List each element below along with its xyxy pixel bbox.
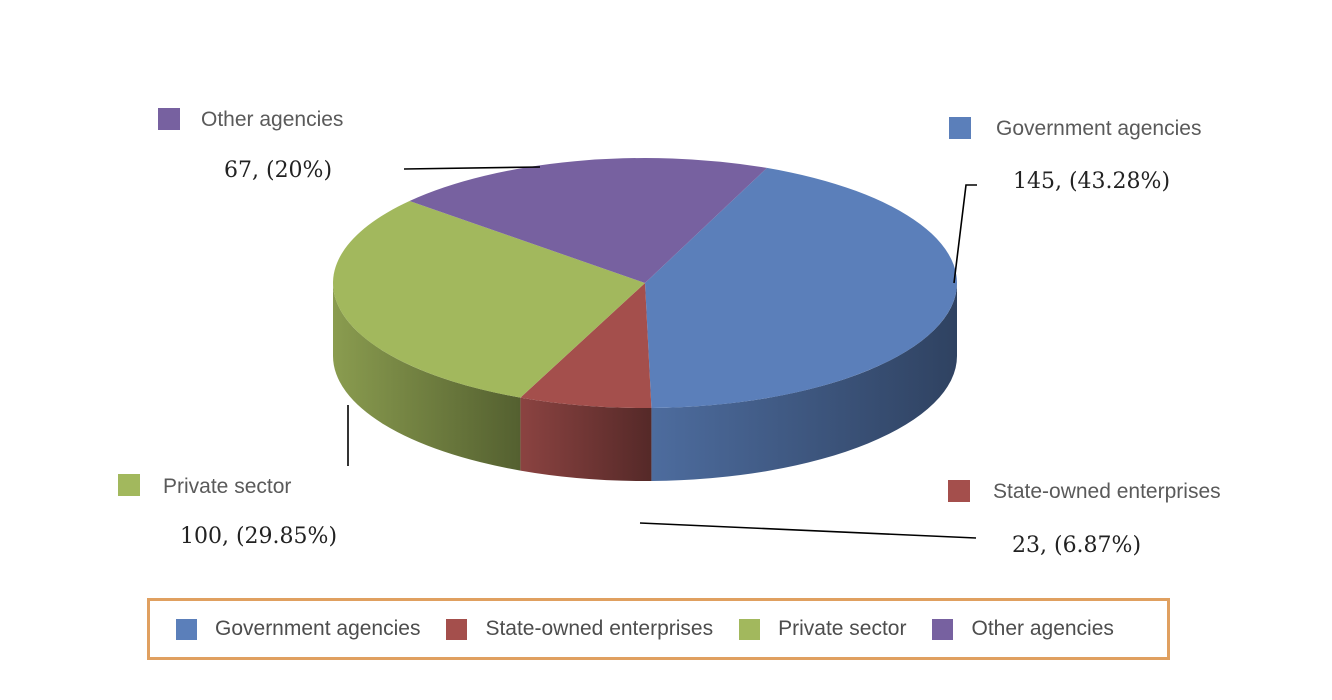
pie-slices — [332, 157, 958, 409]
category-label-state-owned: State-owned enterprises — [993, 480, 1221, 503]
category-label-other: Other agencies — [201, 108, 343, 131]
slice-side-state-owned — [520, 397, 652, 482]
value-label-government: 145, (43.28%) — [1013, 169, 1170, 194]
value-label-other: 67, (20%) — [224, 158, 332, 183]
slice-private — [332, 200, 645, 398]
legend-item-private: Private sector — [739, 617, 906, 641]
legend-swatch-government — [176, 618, 197, 640]
legend-label-state-owned: State-owned enterprises — [485, 617, 714, 640]
slice-side-government — [651, 283, 957, 481]
slice-side-private — [333, 283, 521, 471]
legend-label-government: Government agencies — [215, 617, 421, 640]
legend-item-state-owned: State-owned enterprises — [446, 617, 713, 641]
category-label-private: Private sector — [163, 475, 291, 498]
legend: Government agencies State-owned enterpri… — [147, 598, 1170, 660]
leader-line-other — [403, 166, 541, 170]
legend-swatch-state-owned — [446, 618, 468, 640]
legend-swatch-private — [739, 618, 761, 640]
label-swatch-government — [949, 117, 971, 139]
legend-label-other: Other agencies — [971, 617, 1114, 640]
data-labels: Government agencies 145, (43.28%) State-ow… — [118, 108, 1221, 558]
legend-item-other: Other agencies — [932, 617, 1114, 641]
legend-item-government: Government agencies — [176, 617, 420, 641]
slice-government — [645, 167, 958, 408]
category-label-government: Government agencies — [996, 117, 1201, 140]
legend-label-private: Private sector — [778, 617, 907, 640]
legend-swatch-other — [932, 618, 954, 640]
leader-lines — [347, 166, 977, 539]
value-label-state-owned: 23, (6.87%) — [1012, 533, 1141, 558]
pie-sides — [333, 283, 957, 482]
label-swatch-private — [118, 474, 140, 496]
leader-line-state-owned — [639, 522, 977, 539]
slice-other — [409, 157, 767, 283]
label-swatch-other — [158, 108, 180, 130]
label-swatch-state-owned — [948, 480, 970, 502]
slice-state-owned — [520, 283, 652, 409]
leader-line-government — [953, 184, 977, 284]
value-label-private: 100, (29.85%) — [180, 524, 337, 549]
